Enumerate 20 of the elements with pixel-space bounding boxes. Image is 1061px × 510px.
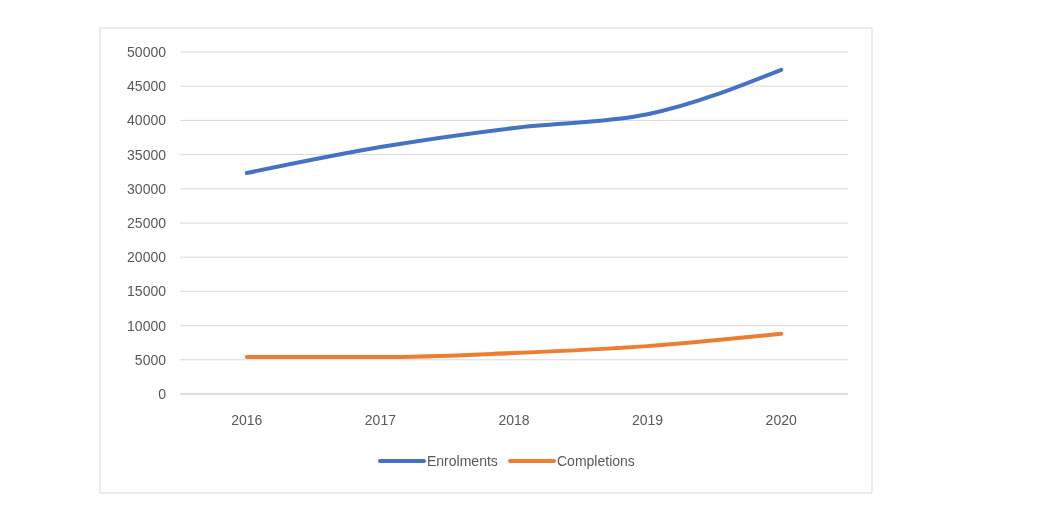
y-tick-label: 35000 xyxy=(127,146,167,163)
y-tick-label: 40000 xyxy=(127,112,167,129)
legend-label: Completions xyxy=(557,453,635,469)
x-tick-label: 2017 xyxy=(364,412,397,428)
y-tick-label: 10000 xyxy=(127,317,167,334)
x-tick-label: 2020 xyxy=(765,412,797,428)
y-tick-label: 25000 xyxy=(127,215,167,231)
x-tick-label: 2019 xyxy=(632,412,664,428)
y-tick-label: 20000 xyxy=(127,249,167,266)
y-tick-label: 45000 xyxy=(127,78,167,95)
line-series xyxy=(244,67,784,176)
x-tick-label: 2016 xyxy=(231,412,263,428)
legend-label: Enrolments xyxy=(427,453,498,469)
y-tick-label: 5000 xyxy=(134,351,167,368)
x-tick-label: 2018 xyxy=(498,412,530,428)
y-tick-label: 15000 xyxy=(127,283,167,300)
y-tick-label: 0 xyxy=(158,386,167,402)
line-series xyxy=(244,331,784,360)
y-tick-label: 30000 xyxy=(127,180,167,197)
y-tick-label: 50000 xyxy=(127,44,167,60)
